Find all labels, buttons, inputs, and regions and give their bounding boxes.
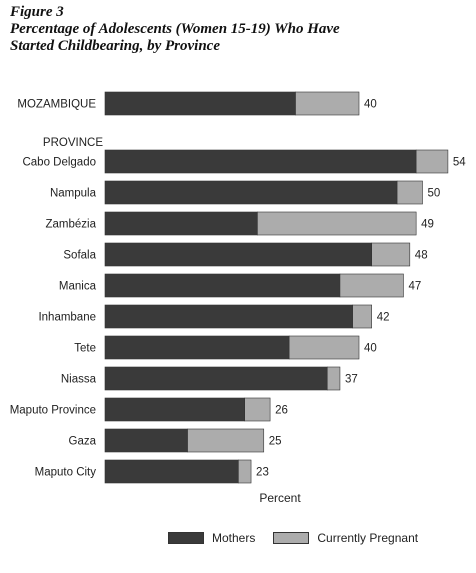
category-label-mozambique: MOZAMBIQUE bbox=[17, 99, 96, 111]
bar-mothers-gaza bbox=[104, 428, 188, 453]
value-label-maputo-province: 26 bbox=[275, 405, 288, 417]
category-label-tete: Tete bbox=[74, 343, 96, 355]
category-label-nampula: Nampula bbox=[50, 188, 97, 200]
bar-currently-pregnant-maputo-city bbox=[238, 459, 252, 484]
figure-label: Figure 3 bbox=[10, 4, 64, 20]
legend-item-currently-pregnant: Currently Pregnant bbox=[273, 531, 418, 545]
bar-currently-pregnant-sofala bbox=[371, 242, 411, 267]
bar-currently-pregnant-inhambane bbox=[352, 304, 372, 329]
bar-currently-pregnant-mozambique bbox=[295, 91, 360, 116]
bars-group: MOZAMBIQUE 40 Cabo Delgado 54 Nampula 50 Zambé… bbox=[10, 91, 466, 484]
bar-currently-pregnant-maputo-province bbox=[244, 397, 271, 422]
legend: Mothers Currently Pregnant bbox=[168, 531, 436, 545]
category-label-maputo-city: Maputo City bbox=[35, 467, 97, 479]
bar-currently-pregnant-gaza bbox=[187, 428, 265, 453]
value-label-niassa: 37 bbox=[345, 374, 358, 386]
value-label-nampula: 50 bbox=[428, 188, 441, 200]
bar-mothers-nampula bbox=[104, 180, 398, 205]
bar-mothers-zambezia bbox=[104, 211, 258, 236]
figure-title: Figure 3 Percentage of Adolescents (Wome… bbox=[10, 4, 340, 55]
bar-mothers-inhambane bbox=[104, 304, 353, 329]
value-label-zambezia: 49 bbox=[421, 219, 434, 231]
value-label-sofala: 48 bbox=[415, 250, 428, 262]
value-label-mozambique: 40 bbox=[364, 99, 377, 111]
bar-currently-pregnant-nampula bbox=[396, 180, 423, 205]
legend-label-currently-pregnant: Currently Pregnant bbox=[317, 531, 419, 545]
bar-currently-pregnant-cabo-delgado bbox=[415, 149, 449, 174]
value-label-maputo-city: 23 bbox=[256, 467, 269, 479]
bar-mothers-cabo-delgado bbox=[104, 149, 417, 174]
bar-currently-pregnant-tete bbox=[288, 335, 360, 360]
section-label-province: PROVINCE bbox=[43, 137, 103, 149]
bar-mothers-sofala bbox=[104, 242, 373, 267]
bar-currently-pregnant-zambezia bbox=[257, 211, 417, 236]
category-label-maputo-province: Maputo Province bbox=[10, 405, 96, 417]
figure-title-line-2: Started Childbearing, by Province bbox=[10, 38, 220, 54]
category-label-gaza: Gaza bbox=[69, 436, 97, 448]
value-label-gaza: 25 bbox=[269, 436, 282, 448]
bar-mothers-maputo-city bbox=[104, 459, 239, 484]
category-label-cabo-delgado: Cabo Delgado bbox=[22, 157, 96, 169]
bar-mothers-manica bbox=[104, 273, 341, 298]
bar-mothers-mozambique bbox=[104, 91, 296, 116]
value-label-tete: 40 bbox=[364, 343, 377, 355]
legend-swatch-currently-pregnant bbox=[273, 532, 310, 544]
legend-item-mothers: Mothers bbox=[168, 531, 255, 545]
category-label-manica: Manica bbox=[59, 281, 97, 293]
value-label-inhambane: 42 bbox=[377, 312, 390, 324]
bar-mothers-maputo-province bbox=[104, 397, 245, 422]
bar-currently-pregnant-manica bbox=[339, 273, 404, 298]
bar-mothers-tete bbox=[104, 335, 290, 360]
bar-mothers-niassa bbox=[104, 366, 328, 391]
category-label-niassa: Niassa bbox=[61, 374, 97, 386]
legend-swatch-mothers bbox=[168, 532, 204, 544]
value-label-cabo-delgado: 54 bbox=[453, 157, 466, 169]
category-label-sofala: Sofala bbox=[63, 250, 96, 262]
bar-currently-pregnant-niassa bbox=[326, 366, 341, 391]
category-label-zambezia: Zambézia bbox=[46, 219, 97, 231]
category-label-inhambane: Inhambane bbox=[38, 312, 96, 324]
x-axis-label: Percent bbox=[259, 491, 301, 505]
value-label-manica: 47 bbox=[408, 281, 421, 293]
figure-title-line-1: Percentage of Adolescents (Women 15-19) … bbox=[10, 21, 340, 37]
legend-label-mothers: Mothers bbox=[212, 531, 256, 545]
